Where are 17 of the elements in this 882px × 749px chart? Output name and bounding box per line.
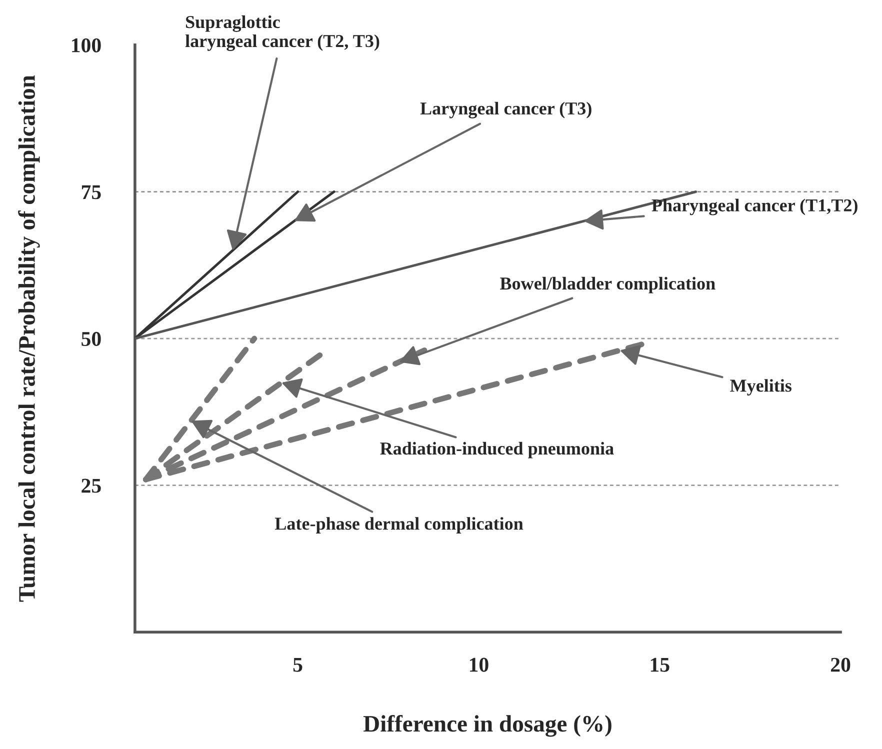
annotation: Late-phase dermal complication: [274, 517, 524, 534]
annotation: Bowel/bladder complication: [500, 276, 716, 294]
x-tick-label: 20: [831, 658, 850, 672]
annotation: Myelitis: [730, 379, 792, 396]
y-tick-label: 25: [82, 478, 101, 493]
x-axis-title: Difference in dosage (%): [363, 714, 612, 737]
y-axis-title: Tumor local control rate/Probability of complication: [18, 75, 40, 602]
x-tick-label: 10: [470, 658, 488, 672]
annotation: Supraglottic laryngeal cancer (T2, T3): [185, 15, 380, 51]
y-tick-label: 75: [82, 185, 101, 200]
annotation: Pharyngeal cancer (T1,T2): [652, 198, 858, 216]
annotation: Laryngeal cancer (T3): [420, 102, 592, 118]
y-tick-label: 100: [72, 38, 101, 52]
x-tick-label: 5: [293, 658, 302, 672]
x-tick-label: 15: [650, 658, 670, 672]
annotation: Radiation-induced pneumonia: [380, 442, 614, 458]
y-tick-label: 50: [82, 332, 101, 346]
